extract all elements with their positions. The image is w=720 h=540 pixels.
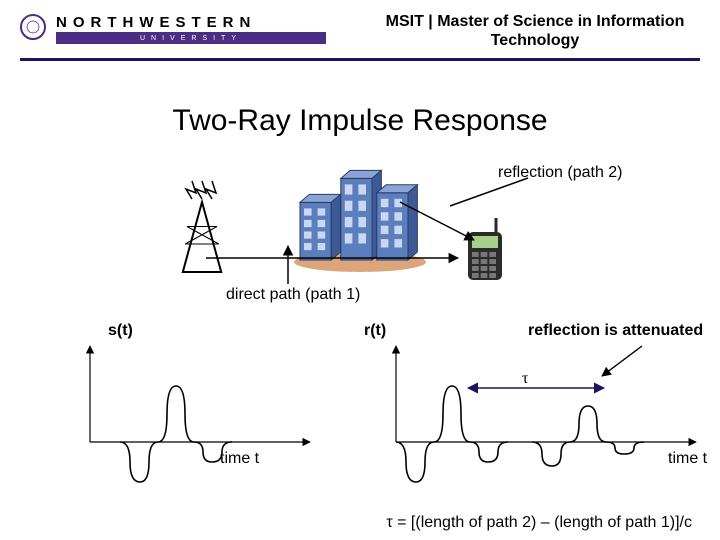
university-name-top: NORTHWESTERN: [56, 14, 326, 31]
slide-header: NORTHWESTERN UNIVERSITY MSIT | Master of…: [20, 12, 700, 60]
university-seal-icon: [20, 14, 46, 40]
tau-symbol: τ: [522, 370, 528, 388]
reflection-path-label: reflection (path 2): [498, 164, 623, 182]
attenuation-label: reflection is attenuated: [528, 322, 703, 340]
program-title: MSIT | Master of Science in Information …: [370, 12, 700, 50]
time-axis-right-label: time t: [668, 450, 707, 468]
slide: NORTHWESTERN UNIVERSITY MSIT | Master of…: [0, 0, 720, 540]
impulse-response-plots: s(t) r(t) reflection is attenuated time …: [0, 320, 720, 490]
university-name-bottom: UNIVERSITY: [140, 35, 242, 42]
slide-title: Two-Ray Impulse Response: [0, 104, 720, 138]
s-of-t-label: s(t): [108, 322, 133, 340]
propagation-diagram: reflection (path 2) direct path (path 1): [0, 150, 720, 310]
plots-svg: [0, 320, 720, 490]
time-axis-left-label: time t: [220, 450, 259, 468]
university-name-bar: UNIVERSITY: [56, 32, 326, 44]
program-line-2: Technology: [370, 31, 700, 50]
r-of-t-label: r(t): [364, 322, 386, 340]
direct-path-label: direct path (path 1): [226, 286, 360, 304]
program-line-1: MSIT | Master of Science in Information: [370, 12, 700, 31]
university-wordmark: NORTHWESTERN UNIVERSITY: [56, 14, 326, 44]
tau-formula: τ = [(length of path 2) – (length of pat…: [386, 514, 692, 532]
header-rule: [20, 58, 700, 61]
